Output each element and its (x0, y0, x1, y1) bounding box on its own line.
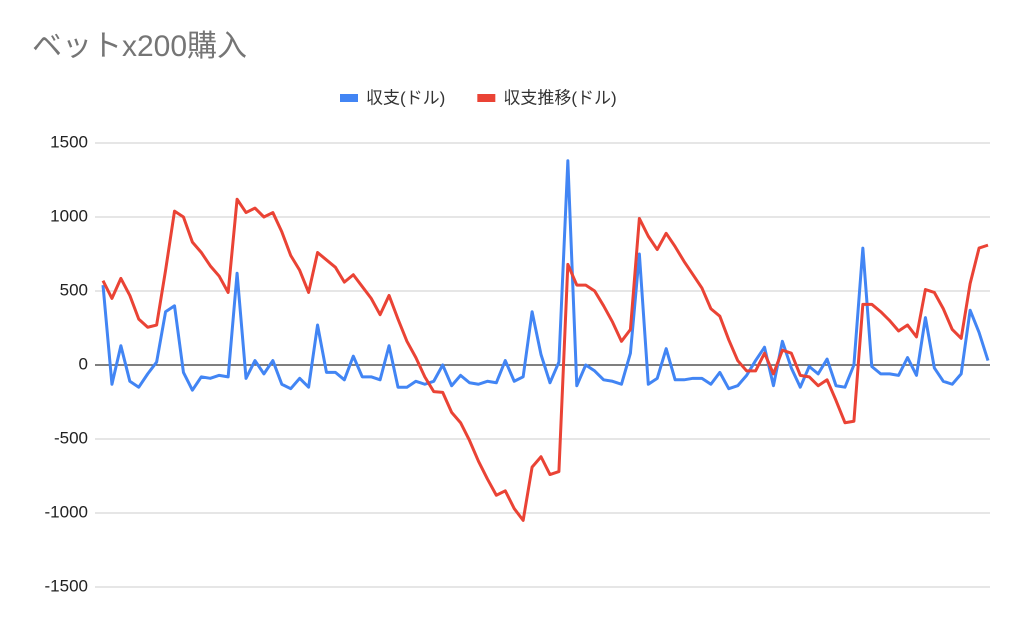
chart-title: ベットx200購入 (32, 30, 247, 63)
y-tick-label: -1500 (45, 576, 88, 595)
series-line (101, 197, 989, 522)
legend-label: 収支(ドル) (366, 88, 445, 107)
legend-swatch (477, 94, 496, 102)
legend-swatch (340, 94, 358, 102)
legend-label: 収支推移(ドル) (503, 88, 616, 107)
y-tick-label: 1500 (50, 132, 88, 151)
series-line (101, 159, 990, 392)
y-tick-label: 0 (79, 354, 88, 373)
legend: 収支(ドル) 収支推移(ドル) (340, 88, 617, 107)
y-tick-label: -1000 (45, 502, 88, 521)
y-tick-label: 1000 (50, 206, 88, 225)
y-tick-label: 500 (60, 280, 88, 299)
y-tick-label: -500 (54, 428, 88, 447)
